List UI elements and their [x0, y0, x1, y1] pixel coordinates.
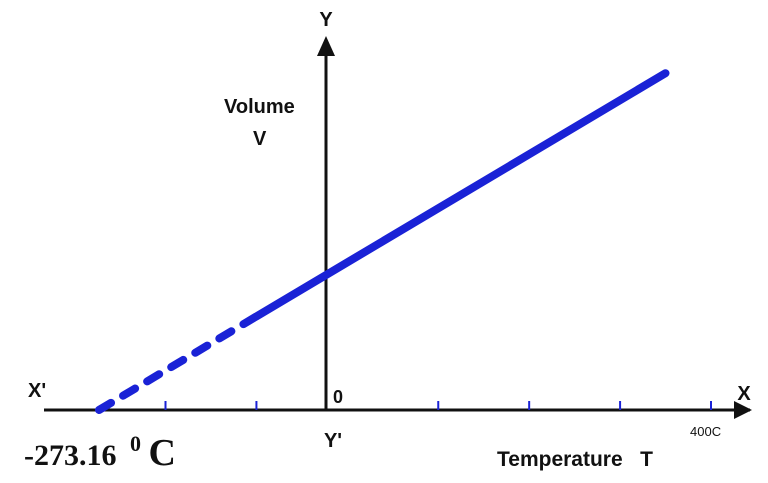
- volume-symbol-label: V: [253, 128, 267, 150]
- x-axis-negative-label: X': [28, 380, 46, 402]
- y-axis: [317, 36, 335, 410]
- y-axis-arrow-icon: [317, 36, 335, 56]
- x-axis: [44, 401, 752, 419]
- y-axis-label: Y: [319, 9, 333, 31]
- extrapolated-line: [95, 312, 261, 414]
- origin-label: 0: [333, 387, 343, 407]
- x-axis-ticks: [164, 401, 712, 410]
- y-axis-negative-label: Y': [324, 430, 342, 452]
- absolute-zero-annotation: -273.16 0 C: [24, 425, 176, 474]
- volume-label: Volume: [224, 96, 295, 118]
- absolute-zero-degree: 0: [130, 431, 141, 456]
- temperature-label: Temperature T: [497, 448, 653, 471]
- x-axis-arrow-icon: [734, 401, 752, 419]
- series-layer: [95, 69, 670, 414]
- absolute-zero-unit: C: [149, 432, 176, 474]
- x-axis-label: X: [737, 383, 751, 405]
- volume-line: [252, 69, 670, 321]
- x-max-label: 400C: [690, 424, 721, 439]
- absolute-zero-value: -273.16: [24, 439, 117, 472]
